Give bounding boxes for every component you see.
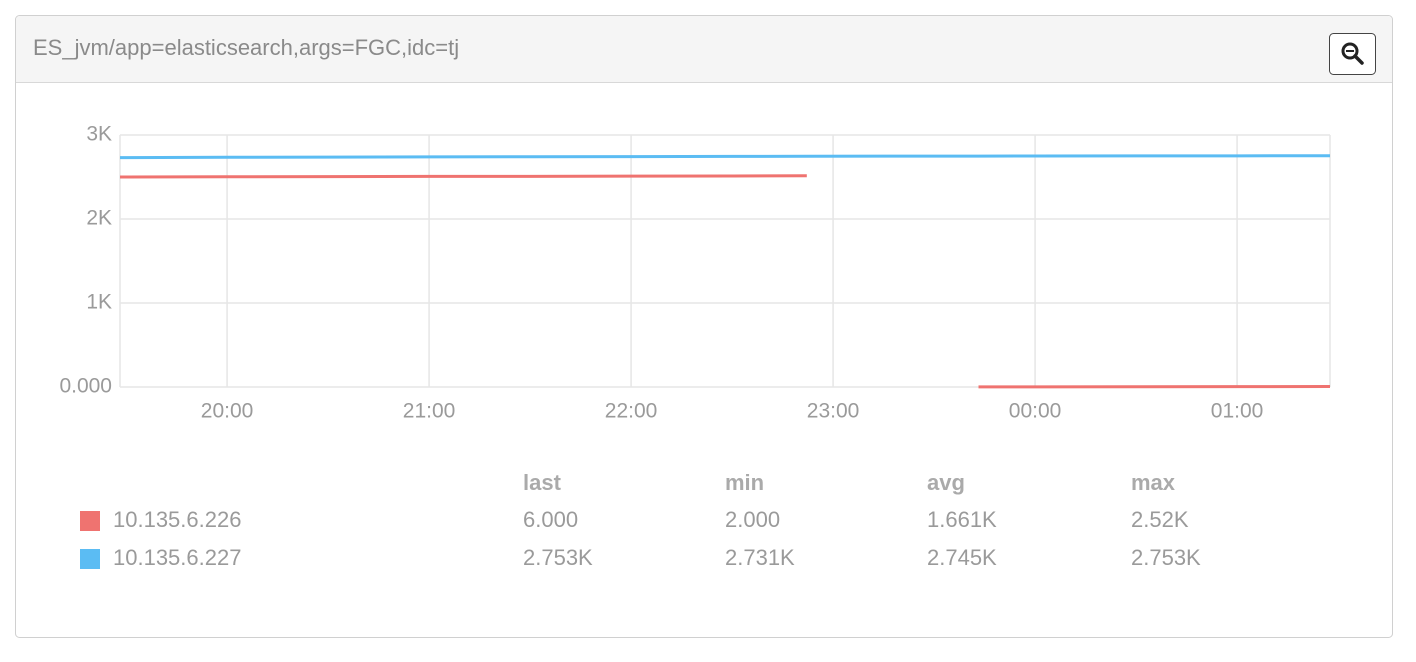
legend-swatch xyxy=(80,511,100,531)
legend-swatch xyxy=(80,549,100,569)
x-tick-label: 01:00 xyxy=(1211,400,1264,423)
y-tick-label: 3K xyxy=(86,123,112,146)
zoom-button[interactable] xyxy=(1329,33,1376,75)
legend-stat: 1.661K xyxy=(927,507,997,532)
y-tick-label: 1K xyxy=(86,291,112,314)
y-tick-label: 0.000 xyxy=(59,375,112,398)
zoom-icon xyxy=(1353,54,1364,65)
legend-stat: 2.000 xyxy=(725,507,780,532)
x-tick-label: 21:00 xyxy=(403,400,456,423)
legend-stat: 2.745K xyxy=(927,545,997,570)
legend-stat: 2.52K xyxy=(1131,507,1189,532)
legend-header: avg xyxy=(927,470,965,495)
x-tick-label: 23:00 xyxy=(807,400,860,423)
panel xyxy=(15,15,1393,638)
zoom-button-frame[interactable] xyxy=(1329,33,1376,75)
zoom-icon xyxy=(1341,42,1359,60)
legend-stat: 2.731K xyxy=(725,545,795,570)
legend-stat: 6.000 xyxy=(523,507,578,532)
series-line xyxy=(119,174,1331,389)
legend-header: min xyxy=(725,470,764,495)
legend-name: 10.135.6.227 xyxy=(113,545,241,570)
panel-header xyxy=(16,16,1392,82)
panel-title: ES_jvm/app=elasticsearch,args=FGC,idc=tj xyxy=(33,35,459,60)
x-tick-label: 20:00 xyxy=(201,400,254,423)
y-tick-label: 2K xyxy=(86,207,112,230)
legend-stat: 2.753K xyxy=(1131,545,1201,570)
series-line xyxy=(119,154,1331,160)
legend-name: 10.135.6.226 xyxy=(113,507,241,532)
x-tick-label: 00:00 xyxy=(1009,400,1062,423)
legend-stat: 2.753K xyxy=(523,545,593,570)
legend-header: max xyxy=(1131,470,1176,495)
x-tick-label: 22:00 xyxy=(605,400,658,423)
legend-header: last xyxy=(523,470,562,495)
